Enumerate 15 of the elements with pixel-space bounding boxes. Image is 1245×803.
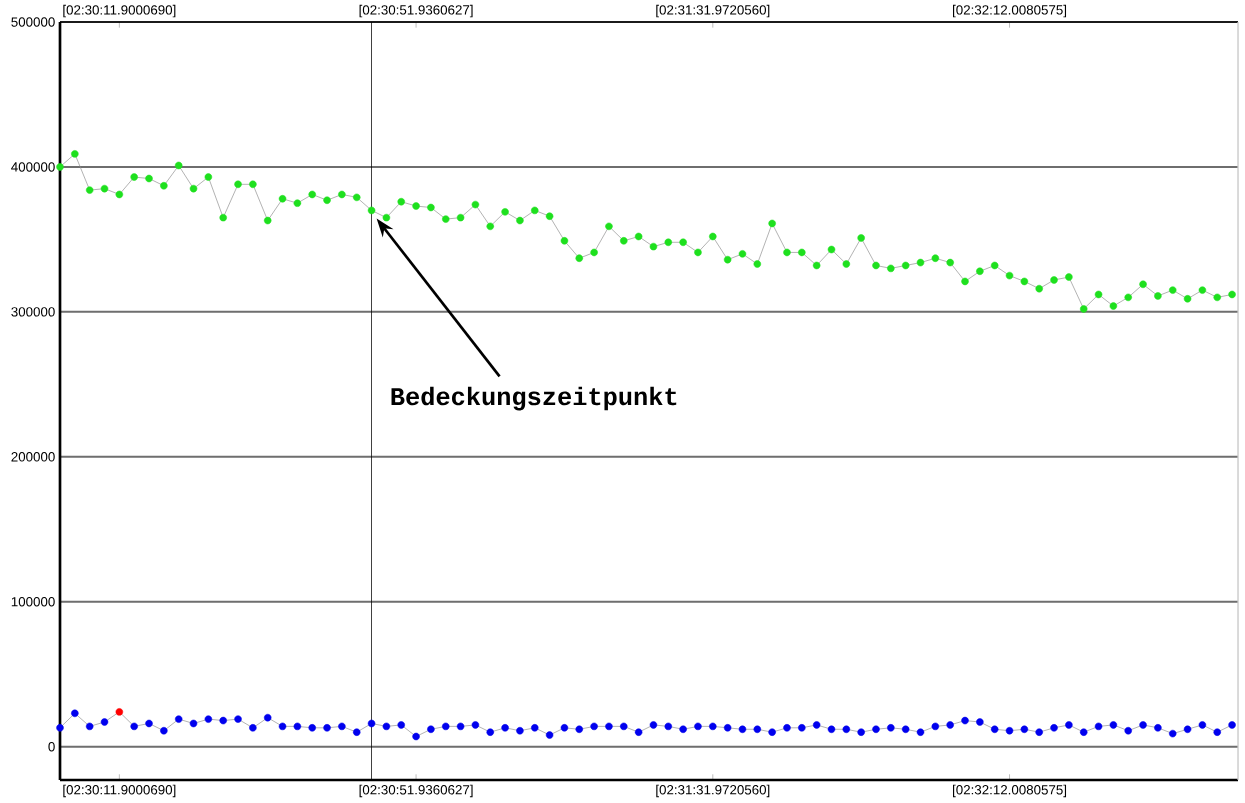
category-label: [02:32:12.0080575]	[953, 4, 1067, 18]
x-tick-label: [02:31:31.9720560]	[656, 784, 770, 798]
x-tick-label: [02:30:11.9000690]	[63, 784, 176, 798]
y-tick-label: 200000	[11, 452, 55, 462]
y-tick-label: 0	[48, 741, 55, 752]
annotation: Bedeckungszeitpunkt	[391, 386, 677, 411]
y-tick-label: 500000	[11, 17, 55, 27]
x-tick-label: [02:30:51.9360627]	[359, 784, 473, 798]
x-tick-label: [02:32:12.0080575]	[953, 784, 1067, 798]
category-label: [02:31:31.9720560]	[656, 4, 770, 18]
y-tick-label: 400000	[11, 162, 55, 172]
y-tick-label: 300000	[11, 307, 55, 317]
y-tick-label: 100000	[11, 597, 55, 607]
category-label: [02:30:51.9360627]	[359, 4, 473, 18]
category-label: [02:30:11.9000690]	[63, 4, 176, 18]
